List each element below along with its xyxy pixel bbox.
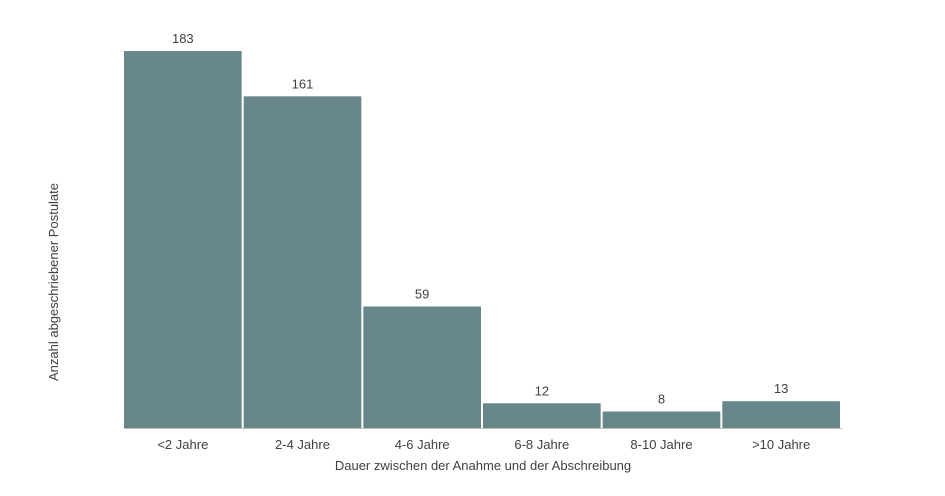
data-label-2-jahre: 183 [172, 31, 194, 46]
x-tick-label-4-6-jahre: 4-6 Jahre [395, 437, 450, 452]
bar-10-jahre [722, 401, 840, 428]
bar-2-jahre [124, 51, 242, 428]
data-label-2-4-jahre: 161 [292, 76, 314, 91]
bar-4-6-jahre [363, 306, 481, 428]
data-labels: 183 161 59 12 8 13 [172, 31, 788, 407]
x-tick-label-6-8-jahre: 6-8 Jahre [514, 437, 569, 452]
bar-6-8-jahre [483, 403, 601, 428]
y-axis-title: Anzahl abgeschriebener Postulate [46, 183, 61, 381]
data-label-4-6-jahre: 59 [415, 286, 429, 301]
bar-8-10-jahre [602, 411, 721, 428]
x-tick-label-2-jahre: <2 Jahre [157, 437, 208, 452]
bars [124, 51, 840, 428]
x-axis-title: Dauer zwischen der Anahme und der Abschr… [335, 458, 631, 473]
x-tick-label-2-4-jahre: 2-4 Jahre [275, 437, 330, 452]
data-label-8-10-jahre: 8 [658, 392, 665, 407]
x-tick-label-8-10-jahre: 8-10 Jahre [630, 437, 692, 452]
x-tick-labels: <2 Jahre 2-4 Jahre 4-6 Jahre 6-8 Jahre 8-10 … [157, 437, 810, 452]
x-tick-label-10-jahre: >10 Jahre [752, 437, 810, 452]
bar-2-4-jahre [243, 96, 362, 428]
data-label-10-jahre: 13 [774, 381, 788, 396]
data-label-6-8-jahre: 12 [535, 383, 549, 398]
